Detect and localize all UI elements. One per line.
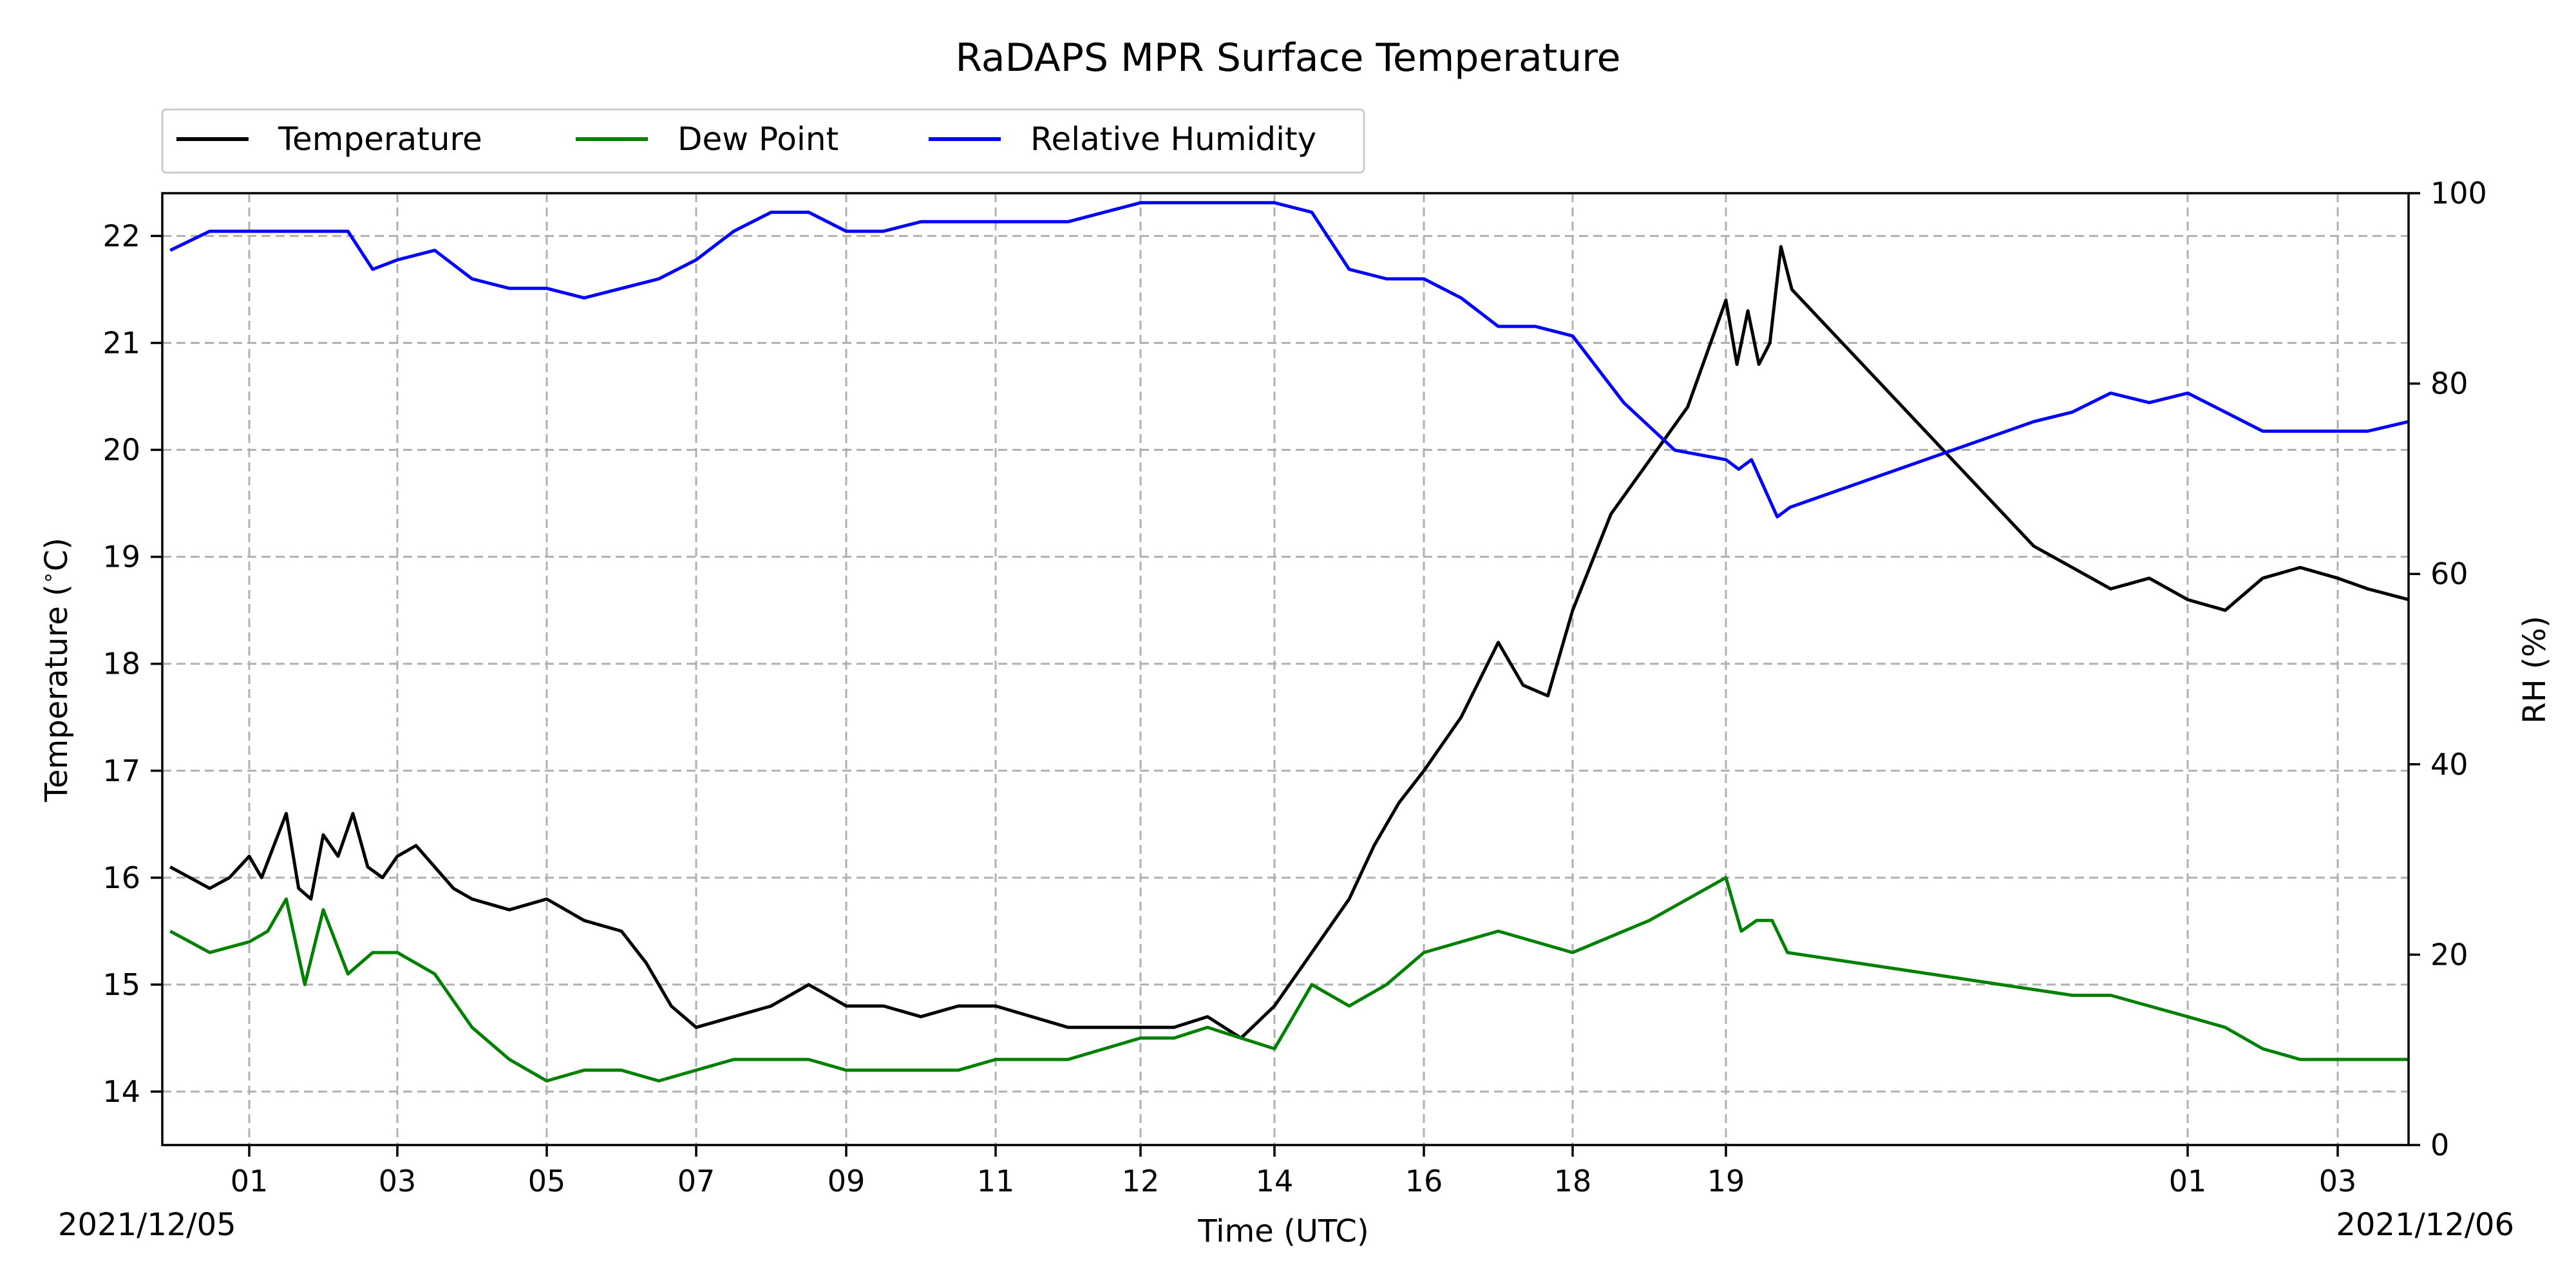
- y-left-tick-label: 22: [102, 218, 140, 253]
- legend-label-relative-humidity: Relative Humidity: [1030, 120, 1316, 158]
- series-line-dew-point: [169, 876, 2409, 1083]
- grid: [162, 193, 2409, 1145]
- y-left-tick-label: 21: [102, 325, 140, 360]
- x-tick-label: 09: [828, 1164, 866, 1198]
- x-axis: 01 03 05 07 09 11 12 14 16 18 19 01 03: [231, 1145, 2357, 1198]
- y-left-tick-label: 18: [102, 647, 140, 681]
- chart-title: RaDAPS MPR Surface Temperature: [955, 35, 1620, 80]
- x-axis-end-date: 2021/12/06: [2336, 1207, 2514, 1243]
- x-tick-label: 19: [1707, 1164, 1745, 1198]
- legend-label-temperature: Temperature: [278, 120, 482, 158]
- y-left-tick-label: 20: [102, 433, 140, 468]
- legend-frame: [161, 108, 1365, 174]
- x-tick-label: 01: [2169, 1164, 2207, 1198]
- x-tick-label: 16: [1405, 1164, 1443, 1198]
- y-axis-right-title: RH (%): [2517, 616, 2553, 724]
- y-right-tick-label: 0: [2430, 1128, 2449, 1162]
- y-left-tick-label: 16: [102, 860, 140, 895]
- x-tick-label: 11: [977, 1164, 1015, 1198]
- y-right-tick-label: 80: [2430, 366, 2468, 401]
- y-right-tick-label: 40: [2430, 747, 2468, 782]
- x-tick-label: 05: [528, 1164, 566, 1198]
- legend-label-dew-point: Dew Point: [677, 120, 838, 158]
- series-line-relative-humidity: [169, 201, 2409, 518]
- x-tick-label: 03: [379, 1164, 417, 1198]
- x-tick-label: 18: [1554, 1164, 1592, 1198]
- x-tick-label: 14: [1256, 1164, 1294, 1198]
- y-right-tick-label: 20: [2430, 937, 2468, 972]
- y-right-tick-label: 100: [2430, 176, 2487, 211]
- x-tick-label: 12: [1122, 1164, 1160, 1198]
- plot-frame: [161, 192, 2410, 1146]
- y-left-tick-label: 14: [102, 1074, 140, 1109]
- x-tick-label: 03: [2319, 1164, 2357, 1198]
- y-axis-right: 0 20 40 60 80 100: [2409, 176, 2487, 1162]
- y-left-tick-label: 15: [102, 967, 140, 1002]
- x-axis-title: Time (UTC): [1197, 1213, 1368, 1249]
- y-left-tick-label: 19: [102, 540, 140, 574]
- y-right-tick-label: 60: [2430, 556, 2468, 591]
- y-axis-left: 14 15 16 17 18 19 20 21 22: [102, 218, 162, 1109]
- series-lines: [169, 201, 2409, 1083]
- series-line-temperature: [169, 245, 2409, 1040]
- x-tick-label: 01: [231, 1164, 269, 1198]
- x-tick-label: 07: [677, 1164, 715, 1198]
- legend: Temperature Dew Point Relative Humidity: [161, 108, 1365, 174]
- x-axis-start-date: 2021/12/05: [58, 1207, 236, 1243]
- y-left-tick-label: 17: [102, 753, 140, 788]
